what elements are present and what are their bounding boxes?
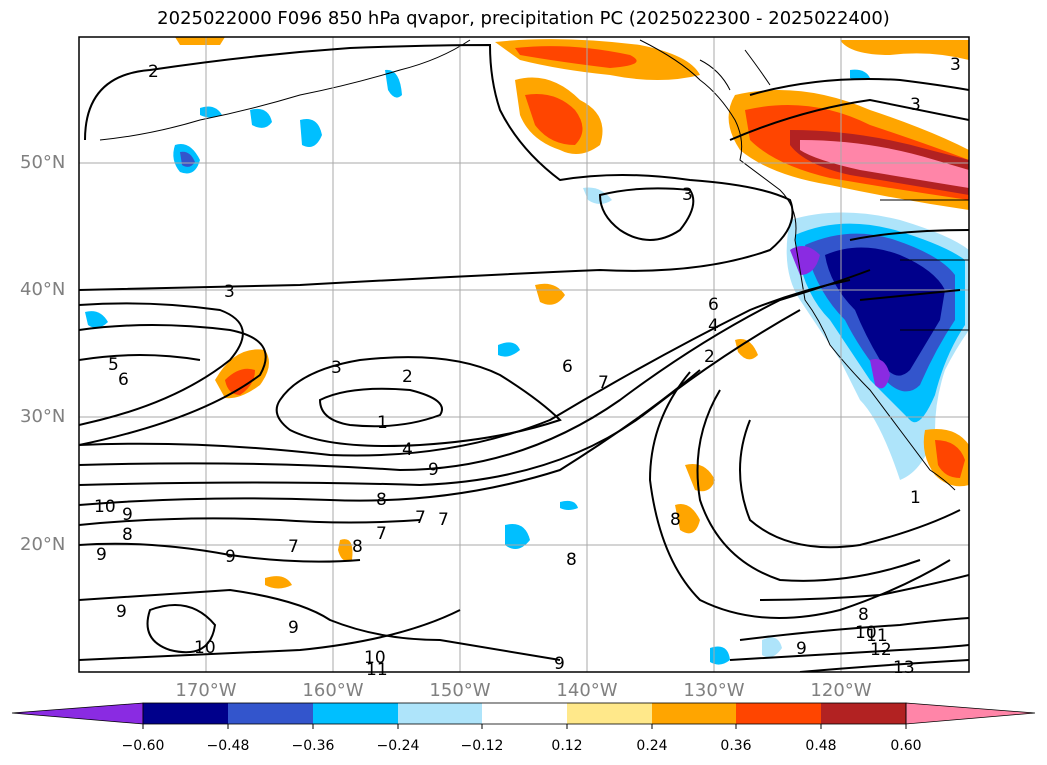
contour-label: 9	[288, 618, 299, 638]
contour-label: 8	[670, 510, 681, 530]
colorbar-tick-label: −0.12	[460, 738, 504, 754]
colorbar-swatch	[228, 703, 313, 724]
lon-label: 150°W	[429, 680, 491, 701]
contour-label: 7	[415, 508, 426, 528]
shaded-field	[85, 37, 969, 665]
coastlines	[99, 39, 969, 491]
contour-label: 8	[566, 550, 577, 570]
colorbar-swatch	[567, 703, 652, 724]
contour-labels: 2 3 3 3 3 5 6 3 2 1 4 9 8 7 7 6 7 6 4 2 …	[94, 55, 961, 680]
colorbar-tick-label: 0.12	[551, 738, 583, 754]
colorbar-tick-label: −0.48	[206, 738, 250, 754]
contour-label: 6	[708, 295, 719, 315]
colorbar-swatch	[482, 703, 567, 724]
colorbar-tick-label: 0.24	[636, 738, 668, 754]
colorbar-swatch	[736, 703, 821, 724]
contour-label: 3	[910, 95, 921, 115]
colorbar-swatch	[143, 703, 228, 724]
contours	[79, 43, 969, 672]
colorbar-tick-label: 0.36	[720, 738, 752, 754]
colorbar-tick-label: 0.60	[890, 738, 922, 754]
contour-label: 7	[376, 524, 387, 544]
colorbar-tick-label: −0.60	[121, 738, 165, 754]
colorbar	[11, 702, 1036, 729]
colorbar-extend-high	[905, 702, 1036, 725]
contour-label: 3	[682, 185, 693, 205]
colorbar-tick-label: −0.36	[291, 738, 335, 754]
contour-label: 9	[225, 547, 236, 567]
contour-label: 10	[194, 638, 216, 658]
plot-frame	[78, 36, 970, 673]
lon-label: 170°W	[175, 680, 237, 701]
colorbar-swatch	[313, 703, 398, 724]
contour-label: 4	[402, 440, 413, 460]
lon-label: 160°W	[302, 680, 364, 701]
contour-label: 3	[331, 358, 342, 378]
lat-label: 30°N	[20, 406, 66, 427]
contour-label: 9	[122, 505, 133, 525]
contour-label: 6	[562, 357, 573, 377]
colorbar-tick-label: 0.48	[805, 738, 837, 754]
map-title: 2025022000 F096 850 hPa qvapor, precipit…	[157, 8, 890, 29]
contour-label: 11	[366, 660, 388, 680]
contour-label: 7	[288, 537, 299, 557]
contour-label: 3	[224, 282, 235, 302]
contour-label: 9	[796, 639, 807, 659]
lat-label: 50°N	[20, 152, 66, 173]
contour-label: 1	[377, 413, 388, 433]
contour-label: 12	[870, 640, 892, 660]
contour-label: 2	[148, 62, 159, 82]
lon-label: 140°W	[556, 680, 618, 701]
contour-label: 4	[708, 316, 719, 336]
contour-label: 3	[950, 55, 961, 75]
lon-label: 120°W	[810, 680, 872, 701]
colorbar-extend-low	[11, 702, 144, 725]
gridlines	[79, 37, 969, 672]
contour-label: 9	[116, 602, 127, 622]
lon-label: 130°W	[683, 680, 745, 701]
contour-label: 8	[376, 490, 387, 510]
colorbar-tick-label: −0.24	[376, 738, 420, 754]
colorbar-swatch	[398, 703, 482, 724]
contour-label: 2	[402, 367, 413, 387]
contour-label: 5	[108, 355, 119, 375]
contour-label: 10	[94, 497, 116, 517]
contour-label: 10	[364, 648, 386, 668]
contour-label: 9	[428, 460, 439, 480]
contour-label: 11	[866, 626, 888, 646]
colorbar-swatch	[652, 703, 736, 724]
contour-label: 10	[855, 623, 877, 643]
lat-label: 20°N	[20, 534, 66, 555]
contour-label: 6	[118, 370, 129, 390]
contour-label: 8	[352, 537, 363, 557]
contour-label: 8	[122, 525, 133, 545]
contour-label: 13	[893, 658, 915, 678]
contour-label: 9	[96, 545, 107, 565]
contour-label: 9	[554, 654, 565, 674]
contour-label: 8	[858, 605, 869, 625]
contour-label: 7	[438, 510, 449, 530]
colorbar-swatch	[821, 703, 906, 724]
contour-label: 7	[598, 373, 609, 393]
contour-label: 1	[910, 488, 921, 508]
lat-label: 40°N	[20, 279, 66, 300]
contour-label: 2	[704, 347, 715, 367]
